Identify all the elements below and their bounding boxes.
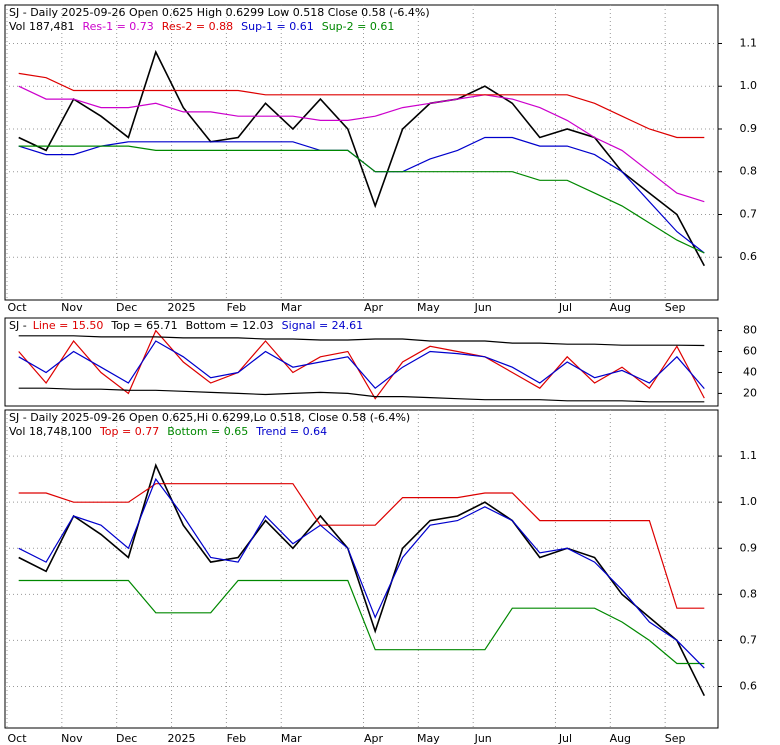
legend-entry: Line = 15.50	[33, 319, 104, 332]
indicator-line	[18, 335, 705, 347]
indicator-line	[18, 72, 705, 139]
x-tick-label: Nov	[61, 301, 83, 314]
indicator-line	[18, 387, 705, 403]
x-tick-label: Aug	[610, 732, 631, 745]
x-tick-label: Dec	[116, 301, 137, 314]
y-tick-label: 0.9	[740, 541, 758, 554]
x-tick-label: Jun	[474, 301, 492, 314]
legend-entry: Res-1 = 0.73	[82, 20, 153, 33]
x-tick-label: Mar	[281, 301, 302, 314]
legend-entry: Top = 0.77	[99, 425, 159, 438]
legend-entry: Res-2 = 0.88	[162, 20, 233, 33]
y-tick-label: 80	[743, 324, 757, 337]
y-tick-label: 20	[743, 386, 757, 399]
y-tick-label: 1.0	[740, 79, 758, 92]
y-tick-label: 0.8	[740, 587, 758, 600]
legend-entry: Top = 65.71	[110, 319, 177, 332]
x-tick-label: 2025	[168, 732, 196, 745]
indicator-line	[18, 329, 705, 400]
subtitle: Vol 18,748,100	[9, 425, 92, 438]
x-tick-label: 2025	[168, 301, 196, 314]
x-tick-label: Aug	[610, 301, 631, 314]
indicator-line	[18, 477, 705, 669]
legend-entry: Sup-2 = 0.61	[322, 20, 395, 33]
x-tick-label: Apr	[364, 301, 384, 314]
x-tick-label: Apr	[364, 732, 384, 745]
x-tick-label: Jul	[558, 732, 572, 745]
y-tick-label: 40	[743, 365, 757, 378]
indicator-line	[18, 579, 705, 665]
y-tick-label: 0.7	[740, 633, 758, 646]
x-tick-label: Sep	[665, 732, 686, 745]
indicator-line	[18, 85, 705, 203]
y-tick-label: 0.9	[740, 122, 758, 135]
x-tick-label: Oct	[7, 301, 27, 314]
legend-entry: Bottom = 12.03	[186, 319, 274, 332]
price-line	[18, 49, 706, 267]
panel	[4, 317, 719, 407]
y-tick-label: 0.8	[740, 165, 758, 178]
x-tick-label: May	[417, 301, 440, 314]
y-tick-label: 0.6	[740, 250, 758, 263]
x-tick-label: Jul	[558, 301, 572, 314]
panel	[4, 409, 719, 729]
y-tick-label: 0.7	[740, 207, 758, 220]
x-tick-label: Nov	[61, 732, 83, 745]
indicator-line	[18, 145, 705, 254]
price-line	[18, 463, 706, 697]
x-tick-label: Feb	[227, 301, 246, 314]
x-tick-label: Jun	[474, 732, 492, 745]
chart-title: SJ - Daily 2025-09-26 Open 0.625,Hi 0.62…	[9, 411, 410, 424]
indicator-line	[18, 340, 705, 390]
y-tick-label: 60	[743, 345, 757, 358]
legend-entry: Signal = 24.61	[282, 319, 364, 332]
chart-title: SJ -	[9, 319, 27, 332]
panel	[4, 4, 719, 301]
subtitle: Vol 187,481	[9, 20, 74, 33]
x-tick-label: May	[417, 732, 440, 745]
x-tick-label: Dec	[116, 732, 137, 745]
x-tick-label: Mar	[281, 732, 302, 745]
legend-entry: Bottom = 0.65	[167, 425, 248, 438]
legend-entry: Sup-1 = 0.61	[241, 20, 314, 33]
indicator-line	[18, 483, 705, 609]
x-tick-label: Feb	[227, 732, 246, 745]
legend-entry: Trend = 0.64	[255, 425, 327, 438]
y-tick-label: 0.6	[740, 680, 758, 693]
chart-title: SJ - Daily 2025-09-26 Open 0.625 High 0.…	[9, 6, 430, 19]
x-tick-label: Sep	[665, 301, 686, 314]
y-tick-label: 1.0	[740, 495, 758, 508]
y-tick-label: 1.1	[740, 36, 758, 49]
y-tick-label: 1.1	[740, 449, 758, 462]
x-tick-label: Oct	[7, 732, 27, 745]
